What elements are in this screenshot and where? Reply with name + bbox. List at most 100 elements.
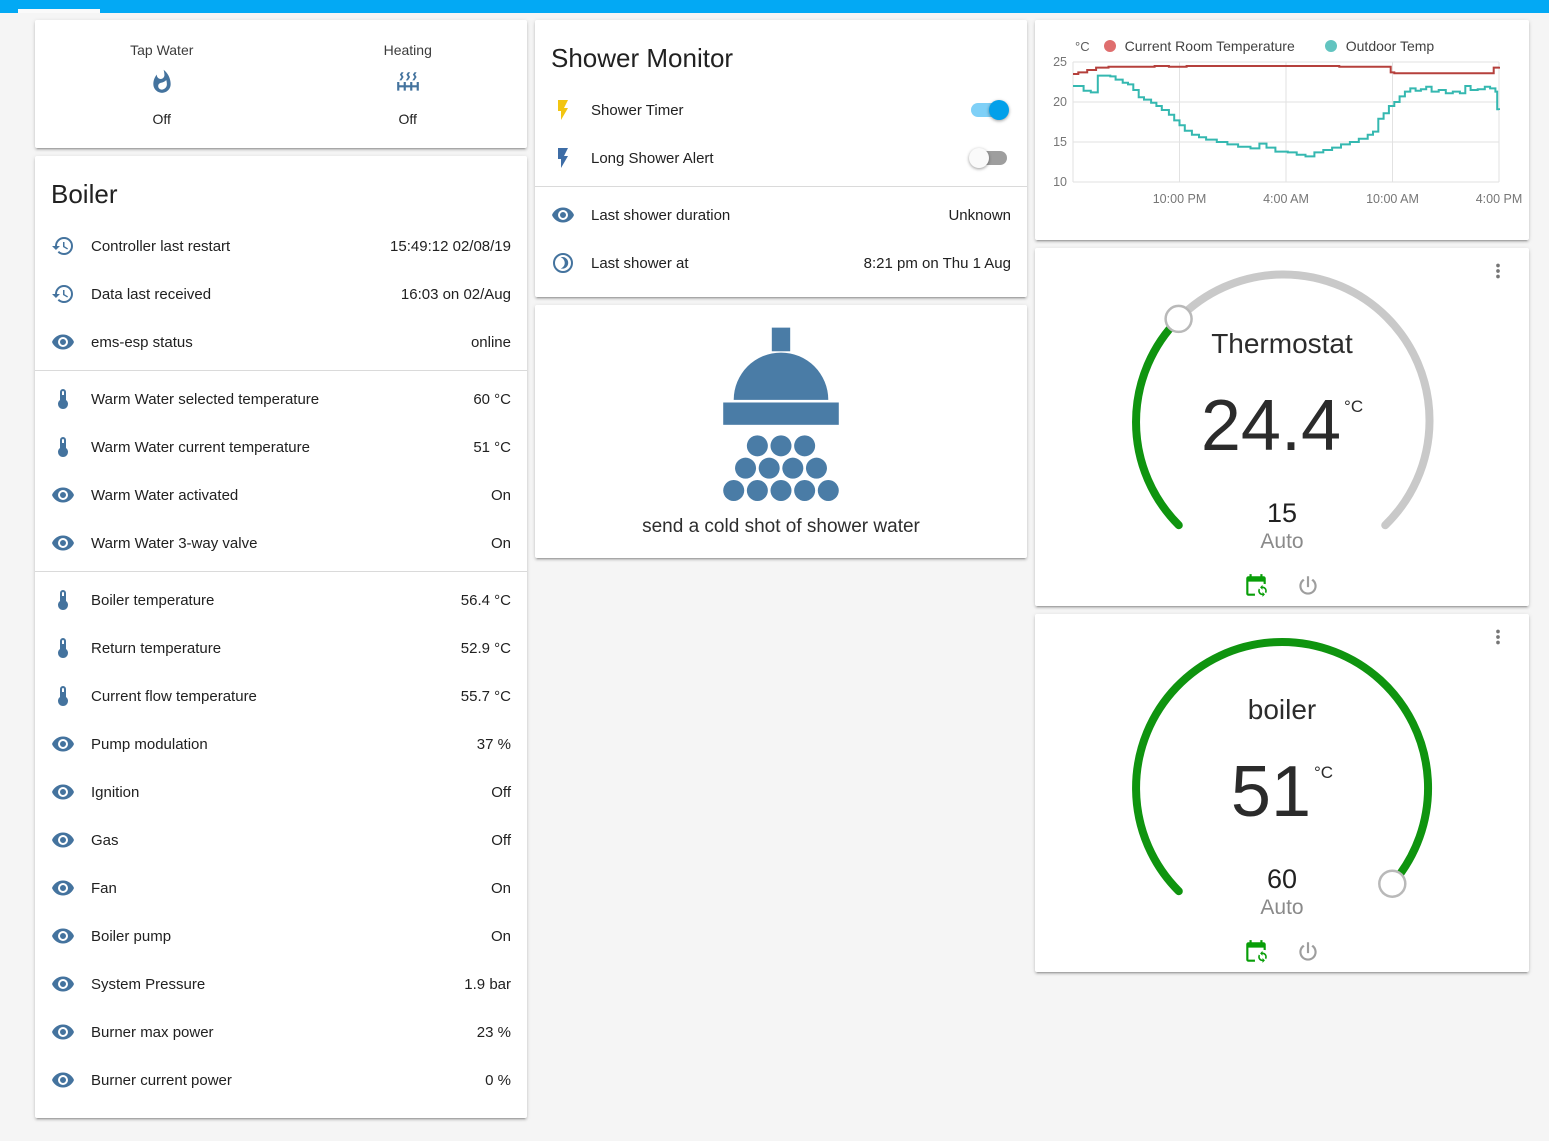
calendar-sync-icon[interactable]: [1243, 573, 1269, 599]
thermometer-icon: [51, 588, 75, 612]
entity-row[interactable]: ems-esp status online: [35, 318, 527, 366]
entity-value: online: [470, 333, 511, 351]
cold-shot-label: send a cold shot of shower water: [642, 516, 920, 537]
flash-icon: [551, 146, 575, 170]
entity-row[interactable]: Pump modulation 37 %: [35, 720, 527, 768]
entity-row[interactable]: Last shower at 8:21 pm on Thu 1 Aug: [535, 239, 1027, 287]
legend-item[interactable]: Outdoor Temp: [1324, 38, 1434, 54]
entity-label: Current flow temperature: [91, 687, 257, 705]
entity-row[interactable]: Warm Water 3-way valve On: [35, 519, 527, 567]
glance-item-heating[interactable]: Heating Off: [384, 42, 432, 127]
entity-value: 51 °C: [473, 438, 511, 456]
entity-label: Shower Timer: [591, 101, 684, 119]
thermometer-icon: [51, 684, 75, 708]
eye-icon: [51, 780, 75, 804]
legend-label: Current Room Temperature: [1124, 38, 1295, 54]
entity-value: Off: [491, 831, 511, 849]
toggle-row: Shower Timer: [535, 86, 1027, 134]
eye-icon: [51, 1020, 75, 1044]
shower-monitor-list: Shower Timer Long Shower Alert Last show…: [535, 80, 1027, 297]
entity-label: Fan: [91, 879, 117, 897]
entity-label: Pump modulation: [91, 735, 208, 753]
entity-value: On: [490, 879, 511, 897]
glance-label: Tap Water: [130, 41, 194, 58]
calendar-sync-icon[interactable]: [1243, 939, 1269, 965]
thermometer-icon: [51, 435, 75, 459]
eye-icon: [51, 531, 75, 555]
dial-handle[interactable]: [1164, 304, 1193, 334]
dial-title: boiler: [1247, 694, 1317, 725]
entity-row[interactable]: Current flow temperature 55.7 °C: [35, 672, 527, 720]
glance-state: Off: [398, 110, 417, 127]
legend-items: Current Room Temperature Outdoor Temp: [1103, 38, 1465, 54]
power-icon[interactable]: [1295, 573, 1321, 599]
entity-value: 0 %: [485, 1071, 511, 1089]
entity-row[interactable]: Ignition Off: [35, 768, 527, 816]
y-axis-unit: °C: [1075, 38, 1090, 54]
flash-icon: [551, 98, 575, 122]
glance-item-tap-water[interactable]: Tap Water Off: [130, 42, 193, 127]
dial-current-temperature: 24.4 °C: [1200, 386, 1364, 466]
dashboard-grid: Tap Water Off Heating Off Boiler Controll…: [0, 13, 1549, 1141]
entity-label: Gas: [91, 831, 119, 849]
legend-dot: [1103, 40, 1116, 52]
column-3: °C Current Room Temperature Outdoor Temp…: [1035, 20, 1529, 972]
dial[interactable]: Thermostat 24.4 °C 15 Auto: [1122, 262, 1442, 573]
entity-row[interactable]: Boiler temperature 56.4 °C: [35, 576, 527, 624]
entity-label: Long Shower Alert: [591, 149, 714, 167]
entity-value: 56.4 °C: [460, 591, 511, 609]
dial-handle[interactable]: [1378, 869, 1407, 898]
dots-vertical-icon[interactable]: [1487, 626, 1509, 648]
dial-actions: [1035, 939, 1529, 965]
entity-row[interactable]: Burner current power 0 %: [35, 1056, 527, 1104]
fire-icon: [149, 69, 175, 100]
divider: [35, 571, 527, 572]
boiler-card-title: Boiler: [51, 179, 118, 209]
dial-actions: [1035, 573, 1529, 599]
radiator-icon: [395, 69, 421, 100]
chart-legend: °C Current Room Temperature Outdoor Temp: [1049, 38, 1519, 54]
entity-row[interactable]: Boiler pump On: [35, 912, 527, 960]
svg-text:15: 15: [1053, 135, 1067, 149]
divider: [35, 370, 527, 371]
entity-value: 52.9 °C: [460, 639, 511, 657]
entity-value: Unknown: [948, 206, 1011, 224]
toggle-switch-on[interactable]: [971, 100, 1009, 120]
entity-row[interactable]: System Pressure 1.9 bar: [35, 960, 527, 1008]
entity-value: 1.9 bar: [464, 975, 511, 993]
top-tab-indicator[interactable]: [18, 9, 100, 13]
entity-value: On: [490, 534, 511, 552]
dial[interactable]: boiler 51 °C 60 Auto: [1122, 628, 1442, 939]
entity-row[interactable]: Data last received 16:03 on 02/Aug: [35, 270, 527, 318]
entity-value: 37 %: [476, 735, 511, 753]
entity-row[interactable]: Return temperature 52.9 °C: [35, 624, 527, 672]
entity-value: 60 °C: [473, 390, 511, 408]
entity-row[interactable]: Burner max power 23 %: [35, 1008, 527, 1056]
dots-vertical-icon[interactable]: [1487, 260, 1509, 282]
entity-label: Burner max power: [91, 1023, 214, 1041]
entity-label: Burner current power: [91, 1071, 232, 1089]
eye-icon: [51, 828, 75, 852]
entity-row[interactable]: Warm Water current temperature 51 °C: [35, 423, 527, 471]
temperature-history-chart: 25 20 15 10 10:00 PM 4:00 AM 10:00 AM 4:00 PM: [1047, 54, 1522, 219]
thermostat-card: Thermostat 24.4 °C 15 Auto: [1035, 248, 1529, 606]
glance-state: Off: [152, 110, 171, 127]
eye-icon: [51, 732, 75, 756]
entity-row[interactable]: Warm Water selected temperature 60 °C: [35, 375, 527, 423]
entity-row[interactable]: Controller last restart 15:49:12 02/08/1…: [35, 222, 527, 270]
power-icon[interactable]: [1295, 939, 1321, 965]
entity-row[interactable]: Gas Off: [35, 816, 527, 864]
cold-shot-button-card[interactable]: send a cold shot of shower water: [535, 305, 1027, 558]
entity-row[interactable]: Fan On: [35, 864, 527, 912]
entity-row[interactable]: Warm Water activated On: [35, 471, 527, 519]
entity-row[interactable]: Last shower duration Unknown: [535, 191, 1027, 239]
svg-text:10:00 AM: 10:00 AM: [1366, 192, 1419, 206]
dial-current-temperature: 51 °C: [1230, 752, 1334, 832]
legend-dot: [1324, 40, 1337, 52]
toggle-switch-off[interactable]: [969, 148, 1007, 168]
boiler-entity-list: Controller last restart 15:49:12 02/08/1…: [35, 216, 527, 1118]
legend-item[interactable]: Current Room Temperature: [1103, 38, 1295, 54]
entity-value: 55.7 °C: [460, 687, 511, 705]
eye-icon: [51, 1068, 75, 1092]
